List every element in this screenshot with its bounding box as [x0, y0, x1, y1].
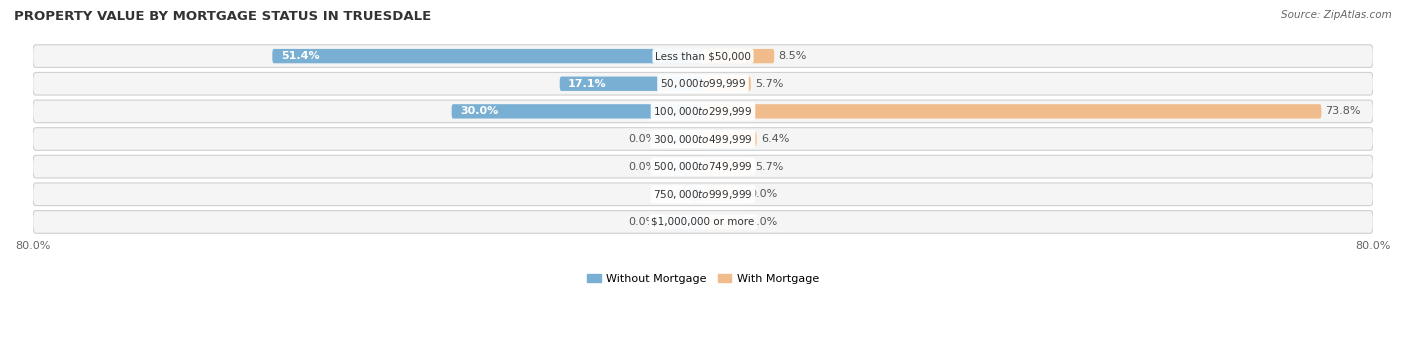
FancyBboxPatch shape	[692, 187, 703, 202]
Text: 1.4%: 1.4%	[658, 189, 688, 199]
FancyBboxPatch shape	[560, 76, 703, 91]
Text: 5.7%: 5.7%	[755, 79, 783, 89]
Text: PROPERTY VALUE BY MORTGAGE STATUS IN TRUESDALE: PROPERTY VALUE BY MORTGAGE STATUS IN TRU…	[14, 10, 432, 23]
FancyBboxPatch shape	[661, 160, 703, 174]
FancyBboxPatch shape	[703, 215, 745, 229]
Text: $100,000 to $299,999: $100,000 to $299,999	[654, 105, 752, 118]
Text: $300,000 to $499,999: $300,000 to $499,999	[654, 133, 752, 146]
FancyBboxPatch shape	[451, 104, 703, 119]
Text: 51.4%: 51.4%	[281, 51, 319, 61]
FancyBboxPatch shape	[703, 104, 1322, 119]
FancyBboxPatch shape	[32, 45, 1374, 68]
Legend: Without Mortgage, With Mortgage: Without Mortgage, With Mortgage	[582, 269, 824, 288]
FancyBboxPatch shape	[703, 160, 751, 174]
FancyBboxPatch shape	[703, 76, 751, 91]
Text: 0.0%: 0.0%	[628, 134, 657, 144]
Text: $1,000,000 or more: $1,000,000 or more	[651, 217, 755, 227]
FancyBboxPatch shape	[273, 49, 703, 63]
Text: 0.0%: 0.0%	[628, 217, 657, 227]
Text: 0.0%: 0.0%	[628, 162, 657, 172]
Text: 6.4%: 6.4%	[761, 134, 789, 144]
FancyBboxPatch shape	[32, 100, 1374, 123]
FancyBboxPatch shape	[703, 132, 756, 146]
FancyBboxPatch shape	[661, 132, 703, 146]
Text: 0.0%: 0.0%	[749, 189, 778, 199]
FancyBboxPatch shape	[32, 211, 1374, 233]
Text: 0.0%: 0.0%	[749, 217, 778, 227]
Text: 17.1%: 17.1%	[568, 79, 607, 89]
FancyBboxPatch shape	[32, 72, 1374, 95]
Text: $50,000 to $99,999: $50,000 to $99,999	[659, 77, 747, 90]
FancyBboxPatch shape	[661, 215, 703, 229]
Text: Less than $50,000: Less than $50,000	[655, 51, 751, 61]
Text: 73.8%: 73.8%	[1326, 106, 1361, 116]
FancyBboxPatch shape	[703, 187, 745, 202]
FancyBboxPatch shape	[32, 183, 1374, 206]
Text: $750,000 to $999,999: $750,000 to $999,999	[654, 188, 752, 201]
FancyBboxPatch shape	[32, 155, 1374, 178]
FancyBboxPatch shape	[32, 128, 1374, 150]
FancyBboxPatch shape	[703, 49, 775, 63]
Text: 8.5%: 8.5%	[779, 51, 807, 61]
Text: Source: ZipAtlas.com: Source: ZipAtlas.com	[1281, 10, 1392, 20]
Text: 5.7%: 5.7%	[755, 162, 783, 172]
Text: $500,000 to $749,999: $500,000 to $749,999	[654, 160, 752, 173]
Text: 30.0%: 30.0%	[460, 106, 498, 116]
